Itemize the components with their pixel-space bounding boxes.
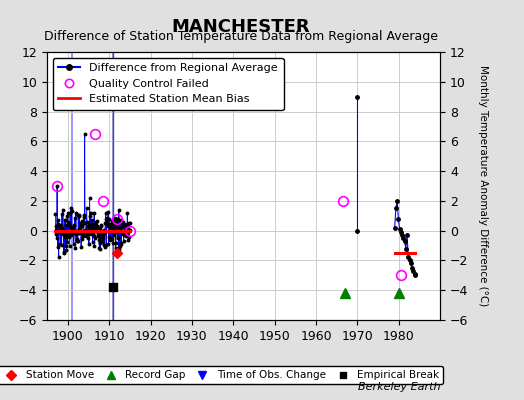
Text: Difference of Station Temperature Data from Regional Average: Difference of Station Temperature Data f… xyxy=(44,30,438,43)
Legend: Station Move, Record Gap, Time of Obs. Change, Empirical Break: Station Move, Record Gap, Time of Obs. C… xyxy=(0,366,443,384)
Y-axis label: Monthly Temperature Anomaly Difference (°C): Monthly Temperature Anomaly Difference (… xyxy=(478,65,488,307)
Text: Berkeley Earth: Berkeley Earth xyxy=(358,382,440,392)
Text: MANCHESTER: MANCHESTER xyxy=(172,18,310,36)
